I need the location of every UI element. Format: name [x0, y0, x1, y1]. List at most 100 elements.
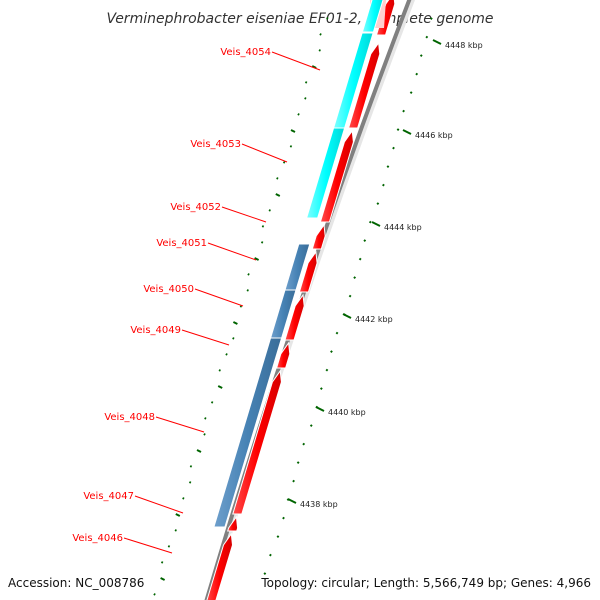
gc-dot [392, 146, 395, 150]
gc-dot [296, 461, 300, 464]
gene-label: Veis_4054 [220, 47, 271, 58]
cds-arrow [227, 515, 239, 532]
gc-dot [402, 109, 405, 113]
gc-dot [275, 193, 281, 197]
cds-track [206, 0, 396, 600]
gc-dot [348, 294, 352, 298]
gc-skew-dots [153, 17, 433, 596]
kbp-label: 4446 kbp [415, 131, 453, 140]
gc-dot [326, 17, 329, 20]
gc-dot [318, 49, 321, 52]
gc-dot [368, 220, 372, 224]
map-title: Verminephrobacter eiseniae EF01-2, compl… [106, 11, 493, 27]
gc-dot [246, 289, 249, 292]
gc-dot [335, 331, 339, 335]
gene-leader-line [155, 416, 205, 433]
kbp-label: 4438 kbp [300, 500, 338, 509]
kbp-label: 4444 kbp [384, 223, 422, 232]
gc-dot [204, 417, 207, 420]
gc-dot [289, 145, 293, 148]
gc-dot [311, 65, 317, 69]
gc-dot [261, 225, 265, 228]
gene-label: Veis_4047 [83, 491, 134, 502]
gc-dot [302, 442, 306, 446]
gc-dot [217, 385, 223, 389]
gene-labels: Veis_4054 Veis_4053 Veis_4052 Veis_4051 Veis… [72, 47, 321, 554]
gene-label: Veis_4049 [130, 325, 181, 336]
gene-label: Veis_4052 [170, 202, 221, 213]
gc-dot [269, 553, 272, 557]
gc-dot [263, 572, 267, 575]
cds-arrow [275, 341, 291, 369]
kbp-tick [287, 498, 297, 504]
gc-dot [239, 305, 243, 308]
gc-dot [254, 257, 260, 261]
kbp-label: 4440 kbp [328, 408, 366, 417]
gene-label: Veis_4053 [190, 139, 241, 150]
gene-leader-line [181, 329, 230, 346]
gc-dot [174, 529, 177, 532]
gc-dot [325, 368, 329, 372]
cds-arrow [319, 129, 354, 223]
gc-dot [358, 257, 362, 261]
gc-dot [304, 97, 307, 100]
gc-dot [429, 17, 433, 20]
cog-bar-cyan [361, 0, 384, 33]
gc-dot [292, 479, 295, 483]
gc-dot [225, 353, 228, 356]
gene-leader-line [271, 51, 321, 71]
cds-arrow [347, 41, 381, 129]
gc-dot [182, 497, 185, 500]
gc-dot [304, 81, 308, 84]
cds-arrow [311, 223, 326, 250]
gc-dot [319, 33, 322, 36]
cds-arrow [298, 250, 318, 293]
gc-dot [160, 561, 164, 564]
gc-dot [309, 424, 313, 427]
kbp-tick [402, 129, 412, 135]
gc-dot [188, 481, 192, 484]
gc-dot [419, 54, 423, 57]
gene-leader-line [134, 495, 184, 514]
gc-dot [232, 321, 238, 325]
kbp-tick [342, 313, 352, 319]
cog-track [213, 0, 384, 528]
cog-bar-cyan [305, 127, 346, 219]
accession-text: Accession: NC_008786 [8, 576, 144, 590]
cds-arrow [232, 369, 282, 515]
gc-dot [382, 183, 385, 187]
kbp-tick [432, 39, 442, 45]
gc-dot [268, 209, 271, 212]
gene-label: Veis_4048 [104, 412, 155, 423]
gc-dot [425, 35, 429, 39]
gc-dot [260, 241, 264, 244]
gc-dot [196, 449, 202, 453]
gc-dot [247, 273, 250, 276]
gc-dot [282, 161, 286, 164]
kbp-tick [315, 406, 325, 412]
gc-dot [160, 577, 166, 581]
gc-dot [396, 128, 400, 131]
cds-arrow [284, 293, 305, 341]
gc-dot [189, 465, 193, 468]
topology-text: Topology: circular; Length: 5,566,749 bp… [260, 576, 591, 590]
gc-dot [175, 513, 181, 517]
gc-dot [376, 202, 380, 205]
gene-label: Veis_4051 [156, 238, 207, 249]
gc-dot [167, 545, 171, 548]
gc-dot [363, 239, 367, 242]
kbp-label: 4448 kbp [445, 41, 483, 50]
gene-leader-line [221, 206, 267, 223]
gc-dot [218, 369, 221, 372]
gc-dot [297, 113, 300, 116]
gene-label: Veis_4046 [72, 533, 123, 544]
gc-dot [153, 593, 156, 596]
gc-dot [415, 72, 419, 76]
kbp-ticks: 4448 kbp 4446 kbp 4444 kbp 4442 kbp 4440 kbp… [287, 39, 483, 509]
gene-leader-line [123, 537, 173, 554]
gc-dot [276, 177, 279, 180]
kbp-tick [371, 221, 381, 227]
kbp-label: 4442 kbp [355, 315, 393, 324]
gc-dot [232, 337, 235, 340]
